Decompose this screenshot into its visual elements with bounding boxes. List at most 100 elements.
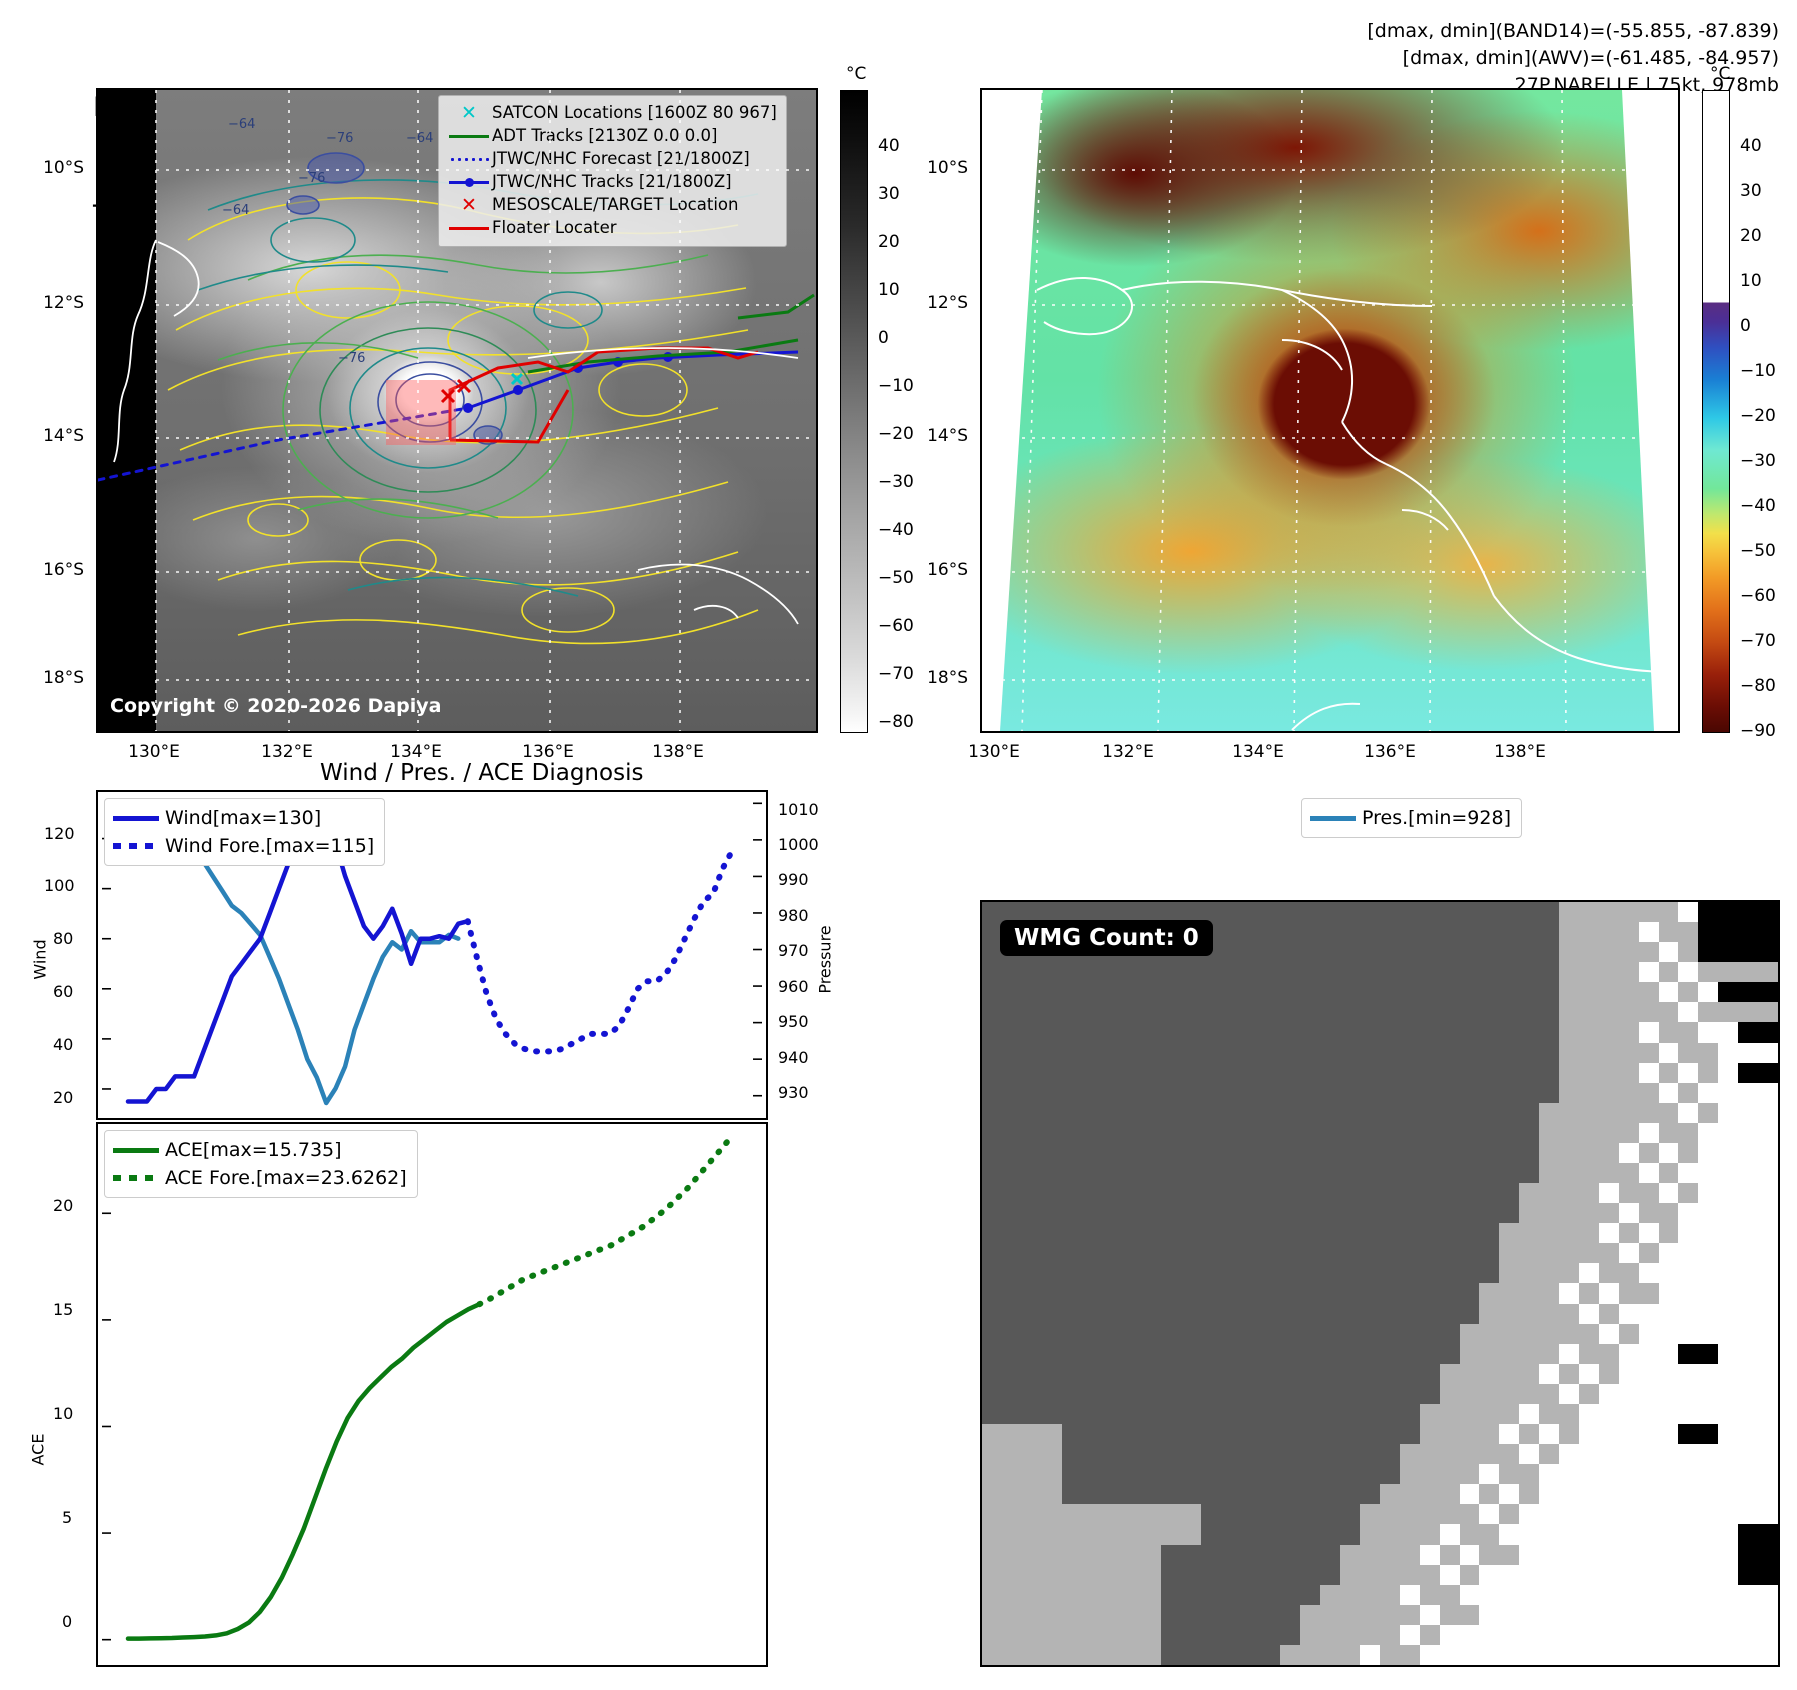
wmg-cell [1021,1062,1042,1083]
wmg-cell [1101,1363,1122,1384]
wmg-cell [1141,1062,1162,1083]
wmg-cell [1758,1283,1778,1304]
wmg-cell [1658,962,1679,983]
wmg-cell [1121,1644,1142,1665]
wmg-cell [1578,1163,1599,1184]
wmg-cell [1081,1343,1102,1364]
wmg-cell [1141,1484,1162,1505]
wmg-cell [1758,962,1778,983]
wmg-cell [1101,1343,1122,1364]
wmg-cell [1559,1263,1579,1284]
legend-item: JTWC/NHC Forecast [21/1800Z] [446,148,777,171]
wmg-cell [1101,1203,1122,1224]
wmg-cell [1001,1624,1022,1645]
wmg-cell [1439,962,1460,983]
wmg-cell [1459,1203,1480,1224]
wmg-cell [1240,1323,1261,1344]
wmg-cell [1658,1243,1679,1264]
wmg-cell [1499,1504,1520,1525]
wmg-cell [1200,1002,1221,1023]
wmg-cell [982,962,1002,983]
wmg-cell [1320,1403,1341,1425]
wmg-cell [1618,942,1639,963]
wmg-cell [1081,1243,1102,1264]
wmg-cell [1678,962,1699,983]
pressure-axis-label: Pressure [815,925,835,994]
wmg-cell [1618,1484,1639,1505]
wmg-cell [1141,1624,1162,1645]
wmg-cell [1220,1163,1241,1184]
wmg-cell [1101,1142,1122,1164]
wmg-cell [982,982,1002,1003]
wmg-cell [1638,1403,1659,1425]
ace-chart[interactable] [96,1122,768,1667]
wmg-cell [1061,1122,1082,1143]
wmg-cell [1459,1223,1480,1244]
wmg-cell [1499,1203,1520,1224]
wmg-cell [982,1424,1002,1445]
wmg-cell [1459,1464,1480,1485]
wmg-cell [1081,1002,1102,1023]
map-legend: ✕ SATCON Locations [1600Z 80 967] ADT Tr… [438,95,787,247]
map-panel-band14[interactable]: −64 −76 −76 −64 −76 −64 [96,88,818,733]
wmg-cell [1320,1183,1341,1204]
wmg-cell [1578,1544,1599,1565]
wmg-cell [1280,1424,1301,1445]
wmg-cell [1081,1283,1102,1304]
wmg-cell [1638,1644,1659,1665]
wmg-cell [1399,1343,1420,1364]
wmg-cell [1121,1524,1142,1545]
wmg-cell [1738,1504,1759,1525]
wmg-cell [1021,1163,1042,1184]
wmg-cell [1738,1263,1759,1284]
wmg-cell [1379,1584,1400,1605]
wmg-cell [982,1223,1002,1244]
wmg-cell [1121,982,1142,1003]
wmg-cell [1360,1624,1380,1645]
wmg-cell [1578,1604,1599,1625]
wmg-cell [1121,1002,1142,1023]
wmg-cell [982,1303,1002,1324]
wmg-cell [1081,1122,1102,1143]
wmg-cell [1320,1424,1341,1445]
wmg-cell [1758,1062,1778,1083]
wmg-cell [1360,1203,1380,1224]
wmg-cell [1379,1564,1400,1585]
wmg-cell [1459,1303,1480,1324]
wmg-cell [1539,1424,1560,1445]
wmg-cell [1320,1163,1341,1184]
wmg-cell [1758,1544,1778,1565]
wmg-cell [1578,1464,1599,1485]
wmg-cell [1180,1383,1201,1404]
wmg-cell [1360,1042,1380,1063]
wmg-cell [1459,942,1480,963]
wmg-cell [1340,922,1361,943]
wmg-cell [1280,1383,1301,1404]
wmg-cell [1360,1524,1380,1545]
wmg-cell [1200,1343,1221,1364]
wmg-cell [1101,1263,1122,1284]
wmg-cell [1061,962,1082,983]
wmg-cell [1559,1062,1579,1083]
wmg-cell [1578,1243,1599,1264]
wmg-cell [1300,1504,1321,1525]
wmg-cell [1220,1644,1241,1665]
wmg-cell [1220,1444,1241,1465]
wmg-cell [1141,1343,1162,1364]
wmg-cell [1638,1283,1659,1304]
wmg-cell [1519,1303,1540,1324]
wmg-cell [1559,1243,1579,1264]
wmg-cell [1658,1263,1679,1284]
wmg-cell [1260,1484,1281,1505]
wmg-panel[interactable]: WMG Count: 0 [980,900,1780,1667]
wmg-cell [1459,1544,1480,1565]
wmg-cell [1081,1363,1102,1384]
map-panel-awv[interactable] [980,88,1680,733]
wmg-cell [1379,1283,1400,1304]
wmg-cell [1678,942,1699,963]
wmg-cell [1041,1424,1062,1445]
wmg-cell [1718,1644,1739,1665]
wmg-cell [1121,1142,1142,1164]
wmg-cell [1698,902,1719,923]
wmg-cell [1260,1082,1281,1103]
